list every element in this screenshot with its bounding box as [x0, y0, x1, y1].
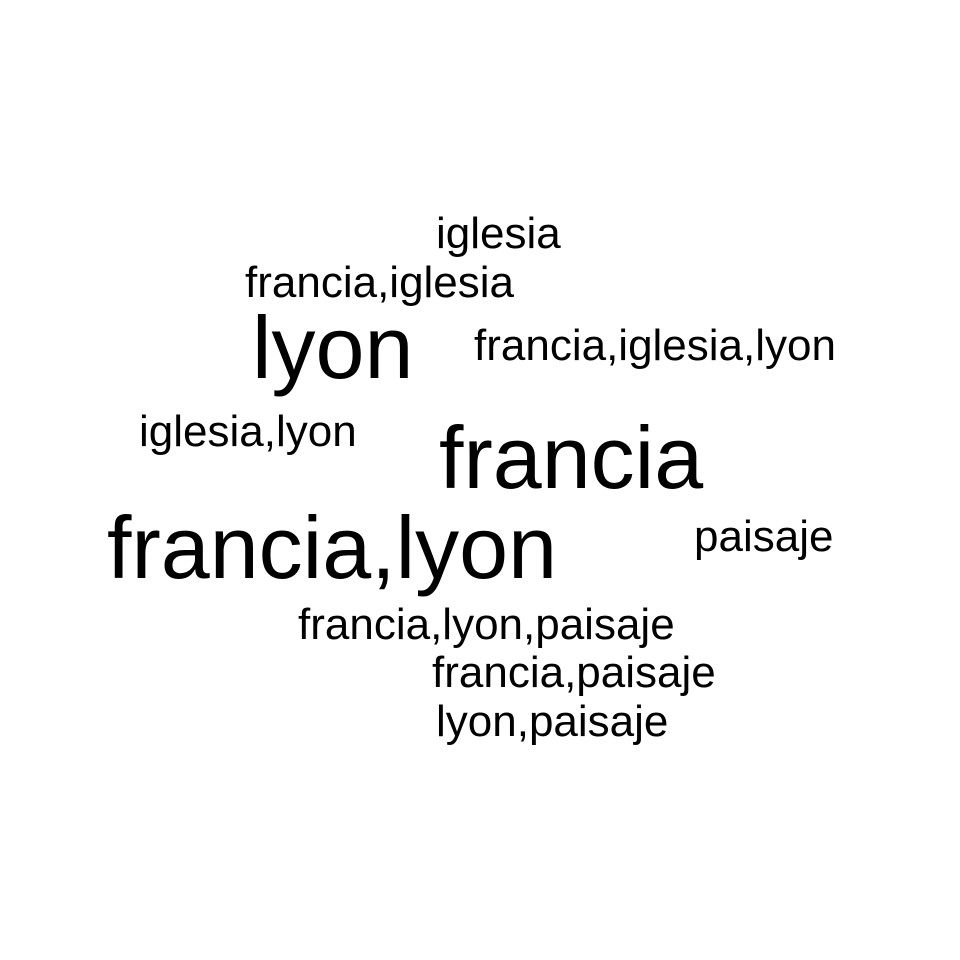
word-iglesia-lyon: iglesia,lyon: [139, 407, 357, 456]
word-francia-paisaje: francia,paisaje: [432, 648, 716, 697]
word-paisaje: paisaje: [694, 512, 834, 561]
word-francia-lyon-paisaje: francia,lyon,paisaje: [298, 600, 675, 649]
word-francia-iglesia: francia,iglesia: [245, 258, 515, 307]
word-francia: francia: [439, 408, 704, 507]
word-iglesia: iglesia: [436, 209, 561, 258]
word-francia-lyon: francia,lyon: [107, 498, 558, 597]
word-lyon: lyon: [252, 298, 414, 397]
word-francia-iglesia-lyon: francia,iglesia,lyon: [474, 321, 836, 370]
word-lyon-paisaje: lyon,paisaje: [436, 697, 669, 746]
